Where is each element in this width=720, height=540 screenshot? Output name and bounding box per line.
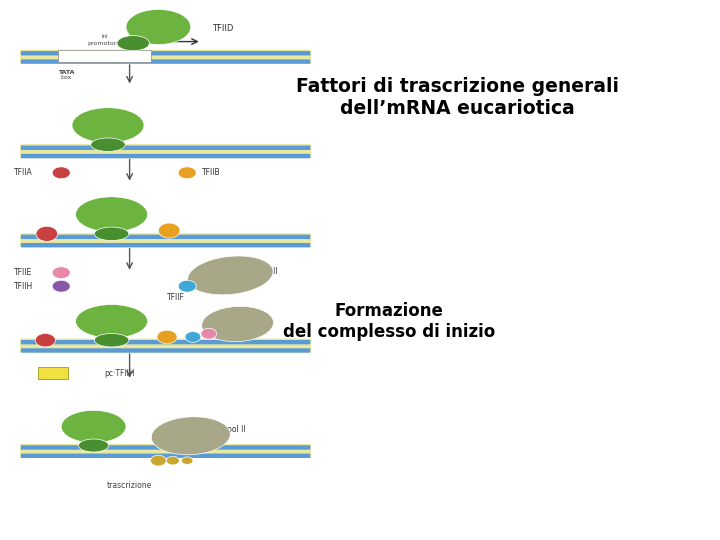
Text: Formazione
del complesso di inizio: Formazione del complesso di inizio	[283, 302, 495, 341]
Text: TFIIH: TFIIH	[14, 282, 34, 291]
Ellipse shape	[185, 332, 201, 342]
Text: TFIIA: TFIIA	[14, 168, 33, 177]
Ellipse shape	[78, 439, 109, 452]
Ellipse shape	[179, 280, 196, 292]
FancyBboxPatch shape	[21, 446, 310, 450]
FancyBboxPatch shape	[21, 235, 310, 239]
Text: Fattori di trascrizione generali
dell’mRNA eucariotica: Fattori di trascrizione generali dell’mR…	[296, 77, 618, 118]
FancyBboxPatch shape	[21, 146, 310, 150]
FancyBboxPatch shape	[21, 243, 310, 247]
Ellipse shape	[91, 138, 125, 151]
FancyBboxPatch shape	[21, 59, 310, 64]
Ellipse shape	[151, 417, 230, 455]
Ellipse shape	[117, 36, 150, 51]
FancyBboxPatch shape	[21, 340, 310, 345]
Ellipse shape	[150, 455, 166, 466]
Ellipse shape	[94, 333, 129, 347]
Text: TATA: TATA	[58, 70, 74, 75]
Ellipse shape	[166, 456, 179, 465]
FancyBboxPatch shape	[20, 50, 311, 64]
Ellipse shape	[201, 328, 217, 339]
Text: TFIID: TFIID	[212, 24, 234, 33]
Ellipse shape	[181, 457, 193, 464]
Ellipse shape	[94, 227, 129, 241]
Text: TBP: TBP	[127, 40, 139, 46]
Ellipse shape	[157, 330, 177, 344]
Ellipse shape	[188, 256, 273, 295]
FancyBboxPatch shape	[20, 339, 311, 353]
Ellipse shape	[53, 167, 71, 179]
FancyBboxPatch shape	[20, 444, 311, 458]
FancyBboxPatch shape	[21, 51, 310, 56]
FancyBboxPatch shape	[38, 367, 68, 379]
Text: TAF: TAF	[151, 22, 166, 29]
Ellipse shape	[158, 223, 180, 238]
FancyBboxPatch shape	[21, 348, 310, 353]
Text: pol II: pol II	[227, 425, 246, 434]
Ellipse shape	[72, 107, 144, 143]
Ellipse shape	[76, 305, 148, 338]
Text: ATP: ATP	[46, 370, 60, 377]
Text: trascrizione: trascrizione	[107, 482, 152, 490]
Text: pc·TFIIH: pc·TFIIH	[104, 369, 135, 378]
Text: promotore: promotore	[88, 42, 121, 46]
Ellipse shape	[126, 10, 191, 45]
FancyBboxPatch shape	[58, 50, 151, 62]
Text: box: box	[60, 75, 72, 79]
FancyBboxPatch shape	[20, 233, 311, 247]
Ellipse shape	[61, 410, 126, 443]
Ellipse shape	[202, 306, 274, 342]
Ellipse shape	[53, 280, 71, 292]
Text: pol II: pol II	[259, 267, 278, 276]
Text: TFIIF: TFIIF	[168, 293, 185, 301]
Text: TFIIE: TFIIE	[14, 268, 32, 277]
Ellipse shape	[76, 197, 148, 232]
Text: inl: inl	[101, 34, 108, 39]
Ellipse shape	[35, 333, 55, 347]
Ellipse shape	[179, 167, 196, 179]
Text: TFIIB: TFIIB	[202, 168, 220, 177]
Ellipse shape	[36, 226, 58, 241]
Ellipse shape	[53, 267, 71, 279]
FancyBboxPatch shape	[21, 154, 310, 158]
FancyBboxPatch shape	[20, 144, 311, 158]
FancyBboxPatch shape	[21, 454, 310, 458]
